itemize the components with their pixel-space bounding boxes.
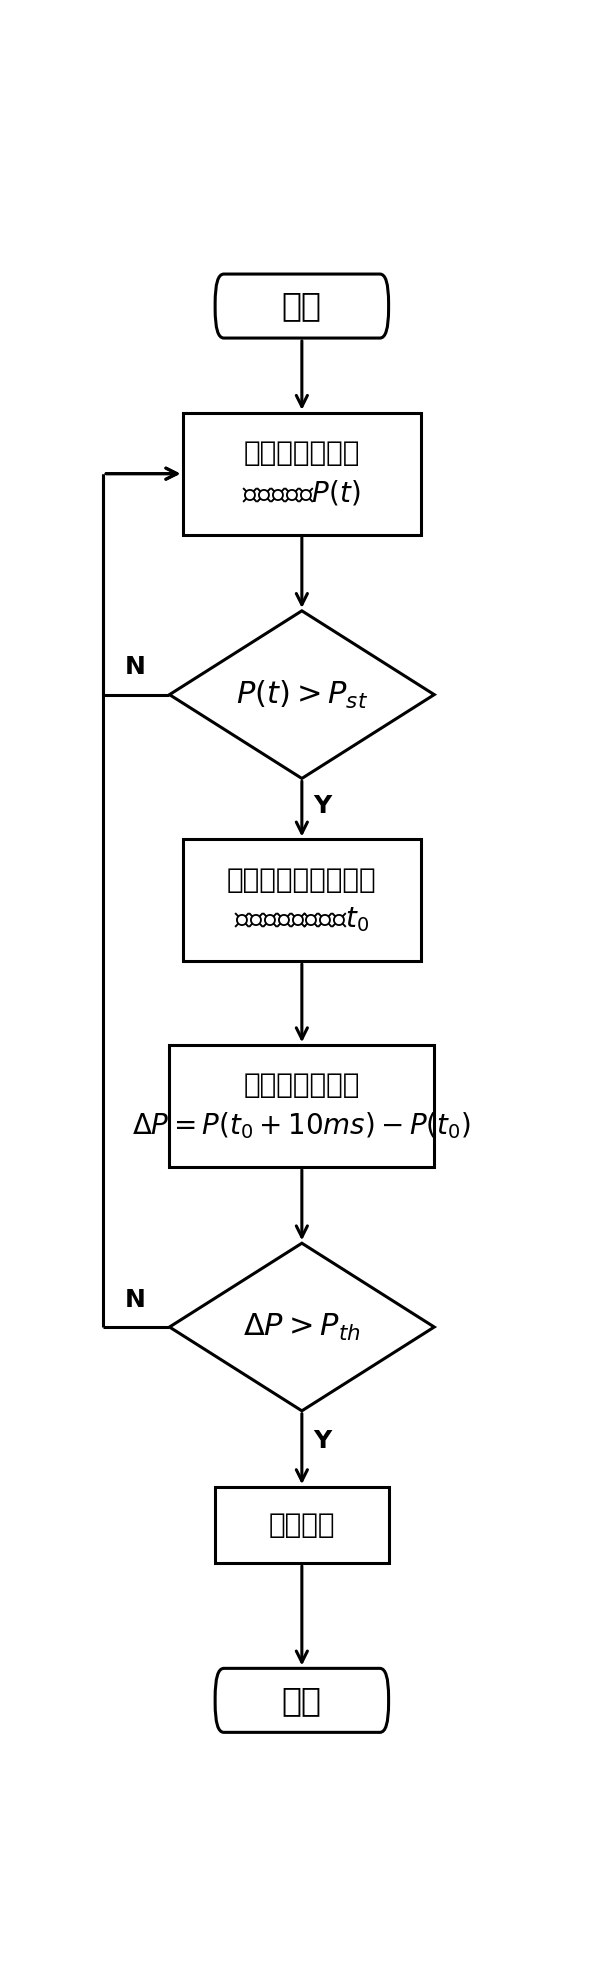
Text: $P(t)>P_{st}$: $P(t)>P_{st}$: [236, 679, 368, 710]
Text: 结束: 结束: [282, 1684, 322, 1718]
Text: Y: Y: [313, 1429, 332, 1453]
Text: N: N: [125, 1288, 145, 1312]
FancyBboxPatch shape: [215, 273, 389, 338]
Text: N: N: [125, 655, 145, 679]
Text: 压力继电器启动，并
将启动时刻赋值给$t_0$: 压力继电器启动，并 将启动时刻赋值给$t_0$: [227, 867, 377, 934]
Text: 开始: 开始: [282, 289, 322, 323]
FancyBboxPatch shape: [183, 414, 421, 534]
Text: 计算压力变化量
$\Delta P=P(t_0+10ms)-P(t_0)$: 计算压力变化量 $\Delta P=P(t_0+10ms)-P(t_0)$: [133, 1071, 471, 1142]
Text: $\Delta P>P_{th}$: $\Delta P>P_{th}$: [243, 1312, 360, 1342]
FancyBboxPatch shape: [215, 1668, 389, 1732]
FancyBboxPatch shape: [215, 1486, 389, 1563]
Text: 保护动作: 保护动作: [269, 1512, 335, 1540]
Polygon shape: [170, 1243, 434, 1411]
Text: 读取变压器油箱
壁压力数值$P(t)$: 读取变压器油箱 壁压力数值$P(t)$: [243, 439, 361, 509]
FancyBboxPatch shape: [183, 839, 421, 962]
Text: Y: Y: [313, 794, 332, 817]
Polygon shape: [170, 612, 434, 778]
FancyBboxPatch shape: [170, 1045, 434, 1168]
